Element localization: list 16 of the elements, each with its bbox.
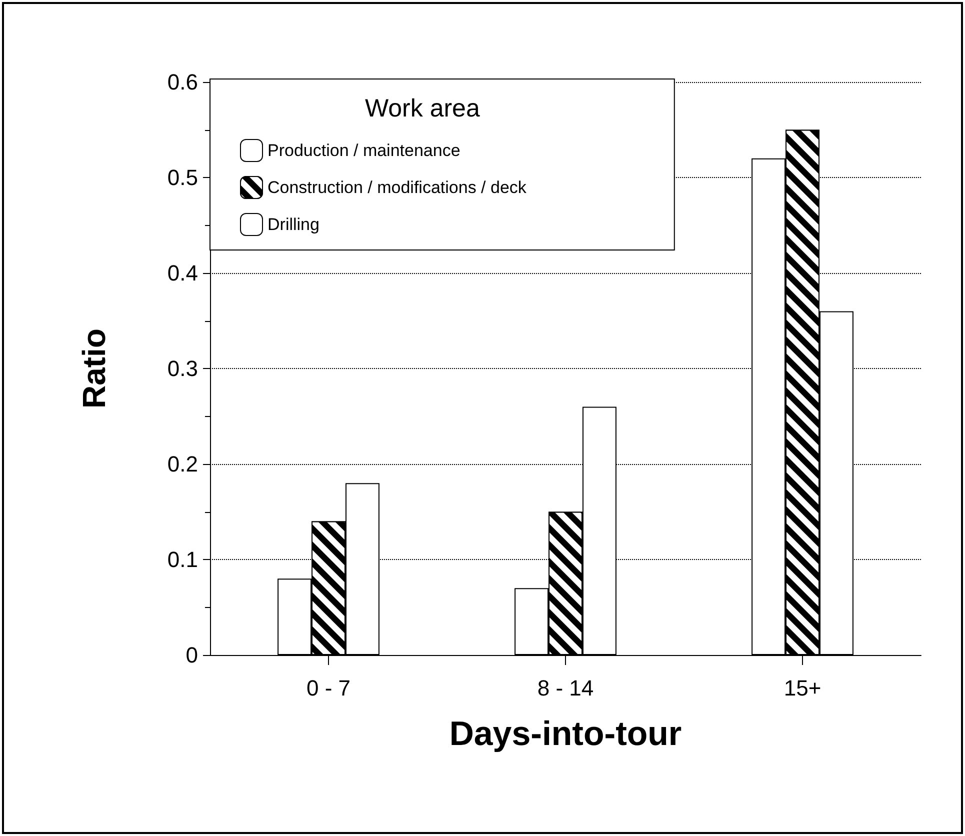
y-tick-label: 0.5 (167, 165, 198, 190)
x-axis-title: Days-into-tour (449, 715, 682, 753)
x-tick-label: 8 - 14 (537, 676, 594, 700)
legend-label: Drilling (268, 215, 320, 234)
legend-title: Work area (365, 94, 480, 122)
y-axis-title: Ratio (76, 328, 112, 408)
y-tick-label: 0.3 (167, 356, 198, 381)
legend-label: Construction / modifications / deck (268, 178, 527, 197)
y-tick-label: 0 (186, 642, 198, 668)
legend-label: Production / maintenance (268, 141, 460, 160)
y-tick-label: 0.1 (167, 547, 198, 572)
y-tick-label: 0.4 (167, 260, 198, 286)
y-tick-label: 0.6 (167, 70, 198, 94)
x-tick-label: 15+ (784, 676, 822, 700)
y-tick-label: 0.2 (167, 452, 198, 476)
x-tick-label: 0 - 7 (306, 676, 351, 700)
